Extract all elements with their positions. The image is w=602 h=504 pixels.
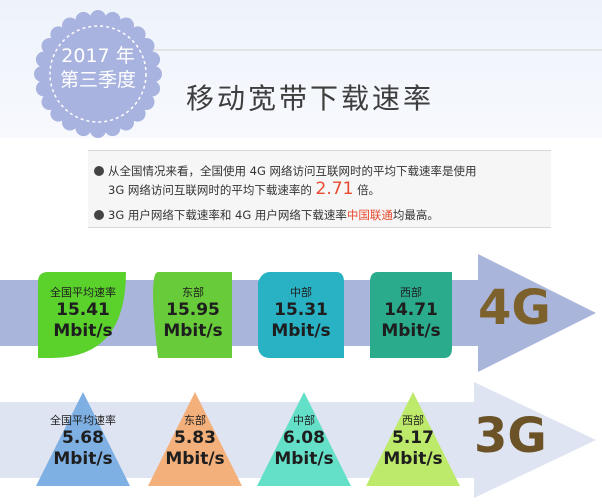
bullet-1-line2: 3G 网络访问互联网时的平均下载速率的 2.71 倍。 (108, 180, 548, 199)
panel-4g-national-text: 全国平均速率 15.41 Mbit/s (38, 286, 128, 342)
speed-value: 6.08 (283, 428, 325, 448)
badge-quarter: 第三季度 (59, 69, 136, 91)
speed-value: 14.71 (384, 300, 438, 320)
speed-value: 15.31 (274, 300, 328, 320)
page-title: 移动宽带下载速率 (186, 82, 435, 115)
speed-unit: Mbit/s (53, 321, 113, 341)
speed-unit: Mbit/s (274, 449, 334, 469)
summary-bullet-2: 3G 用户网络下载速率和 4G 用户网络下载速率中国联通均最高。 (94, 206, 548, 224)
speed-value: 15.95 (166, 300, 220, 320)
region-name: 东部 (184, 414, 206, 427)
region-name: 全国平均速率 (50, 286, 116, 299)
speed-value: 5.17 (392, 428, 434, 448)
bullet-dot (94, 210, 104, 220)
panel-3g-east-text: 东部 5.83 Mbit/s (145, 414, 245, 470)
region-name: 全国平均速率 (50, 414, 116, 427)
summary-box (88, 150, 551, 228)
speed-value: 15.41 (56, 300, 110, 320)
speed-unit: Mbit/s (53, 449, 113, 469)
badge-year: 2017 年 (61, 45, 135, 67)
bullet-dot (94, 166, 104, 176)
panel-4g-west (370, 272, 452, 358)
panel-4g-west-text: 西部 14.71 Mbit/s (368, 286, 454, 342)
panel-3g-west-text: 西部 5.17 Mbit/s (363, 414, 463, 470)
panel-4g-central (258, 272, 344, 358)
speed-unit: Mbit/s (163, 321, 223, 341)
region-name: 中部 (290, 286, 312, 299)
panel-4g-east-text: 东部 15.95 Mbit/s (150, 286, 236, 342)
panel-3g-west (366, 392, 460, 486)
panel-3g-east (148, 392, 242, 486)
panel-3g-central (257, 392, 351, 486)
region-name: 东部 (182, 286, 204, 299)
panel-3g-central-text: 中部 6.08 Mbit/s (254, 414, 354, 470)
quarter-badge (34, 10, 162, 138)
region-name: 中部 (293, 414, 315, 427)
speed-unit: Mbit/s (271, 321, 331, 341)
bullet-1-line2-text: 3G 网络访问互联网时的平均下载速率的 (108, 183, 312, 197)
bullet-2-post: 均最高。 (392, 208, 439, 222)
region-name: 西部 (400, 286, 422, 299)
label-3g: 3G (474, 408, 547, 464)
header-divider (150, 49, 602, 51)
speed-unit: Mbit/s (381, 321, 441, 341)
panel-3g-national (36, 392, 130, 486)
panel-4g-central-text: 中部 15.31 Mbit/s (258, 286, 344, 342)
region-name: 西部 (402, 414, 424, 427)
speed-unit: Mbit/s (383, 449, 443, 469)
bullet-1-tail: 倍。 (357, 183, 381, 197)
speed-value: 5.83 (174, 428, 216, 448)
bullet-1-line1: 从全国情况来看，全国使用 4G 网络访问互联网时的平均下载速率是使用 (108, 164, 477, 178)
panel-4g-east (153, 272, 232, 358)
bullet-2-pre: 3G 用户网络下载速率和 4G 用户网络下载速率 (108, 208, 347, 222)
ratio-value: 2.71 (315, 179, 354, 199)
speed-value: 5.68 (62, 428, 104, 448)
label-4g: 4G (478, 280, 551, 336)
summary-bullet-1: 从全国情况来看，全国使用 4G 网络访问互联网时的平均下载速率是使用 3G 网络… (94, 162, 548, 199)
speed-unit: Mbit/s (165, 449, 225, 469)
panel-4g-national (38, 272, 126, 358)
panel-3g-national-text: 全国平均速率 5.68 Mbit/s (33, 414, 133, 470)
bullet-2-operator: 中国联通 (346, 208, 393, 222)
badge-text: 2017 年 第三季度 (34, 44, 162, 92)
